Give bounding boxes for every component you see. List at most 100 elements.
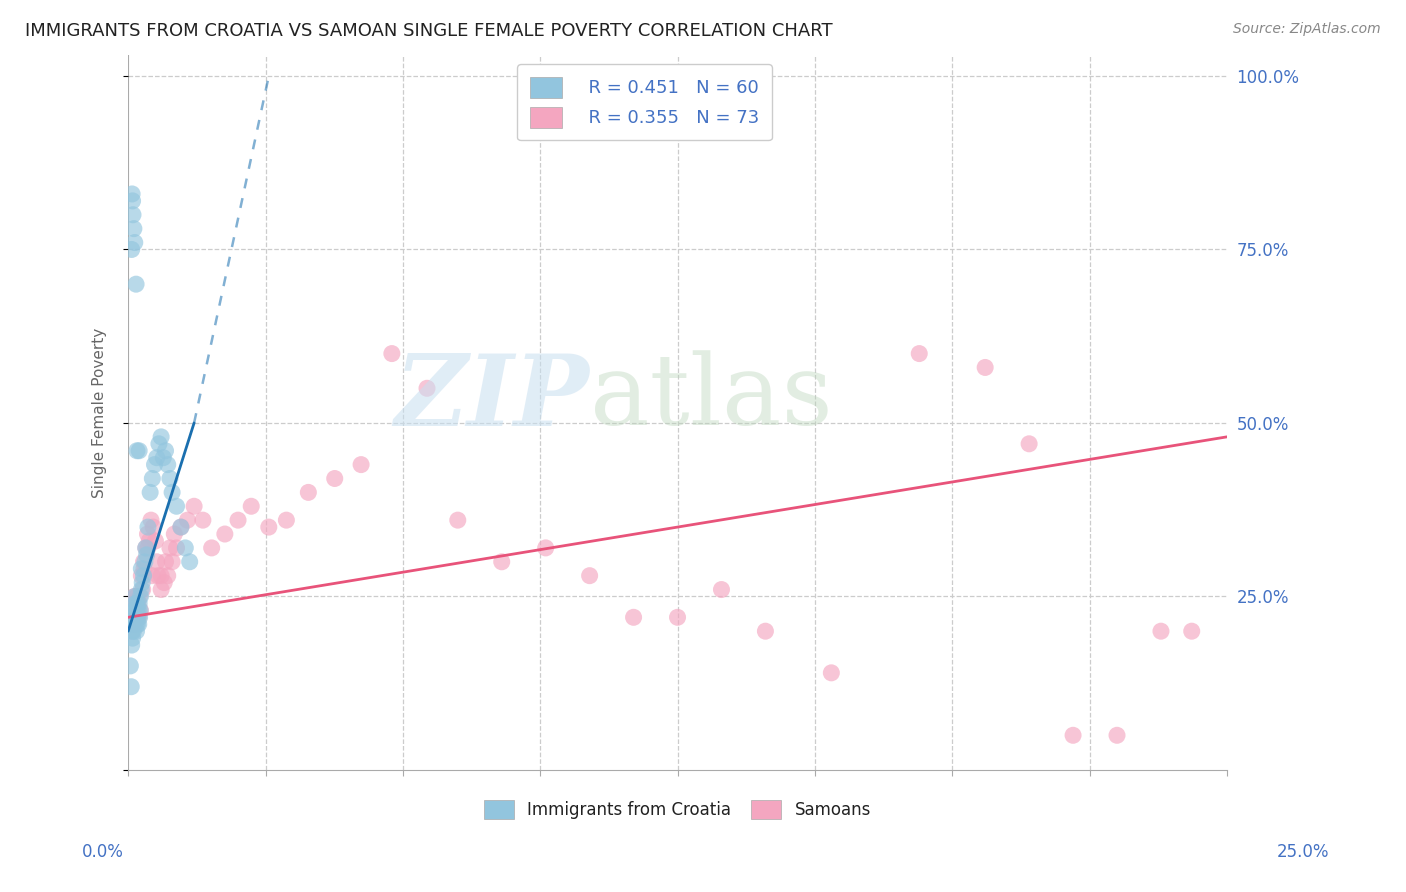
Point (170, 520, 193, 534)
Point (146, 568, 169, 582)
Point (257, 520, 280, 534)
Point (122, 624, 145, 639)
Point (135, 541, 157, 555)
Text: 0.0%: 0.0% (82, 843, 124, 861)
Point (125, 443, 148, 458)
Point (155, 443, 177, 458)
Point (124, 596, 146, 610)
Point (135, 548, 157, 562)
Point (127, 610, 149, 624)
Text: 25.0%: 25.0% (1277, 843, 1330, 861)
Point (125, 610, 148, 624)
Text: atlas: atlas (589, 351, 832, 446)
Point (350, 458, 373, 472)
Point (150, 568, 173, 582)
Point (125, 617, 148, 632)
Point (141, 471, 163, 485)
Point (121, 624, 143, 639)
Point (127, 617, 149, 632)
Point (121, 243, 143, 257)
Point (143, 458, 166, 472)
Point (145, 450, 167, 465)
Point (276, 513, 298, 527)
Point (1181, 624, 1204, 639)
Point (491, 555, 513, 569)
Point (120, 610, 142, 624)
Point (124, 610, 146, 624)
Point (150, 430, 173, 444)
Point (125, 610, 148, 624)
Point (1018, 437, 1040, 451)
Point (139, 485, 162, 500)
Point (908, 346, 931, 360)
Point (1105, 728, 1128, 742)
Point (127, 603, 149, 617)
Point (447, 513, 470, 527)
Point (122, 610, 145, 624)
Point (121, 638, 143, 652)
Point (124, 590, 146, 604)
Point (125, 624, 148, 639)
Point (156, 458, 179, 472)
Point (124, 590, 146, 604)
Point (155, 555, 177, 569)
Text: Source: ZipAtlas.com: Source: ZipAtlas.com (1233, 22, 1381, 37)
Point (128, 610, 150, 624)
Point (121, 631, 143, 645)
Point (124, 596, 146, 610)
Point (122, 617, 145, 632)
Point (122, 617, 145, 632)
Point (134, 555, 156, 569)
Point (124, 603, 146, 617)
Point (139, 513, 162, 527)
Point (416, 381, 439, 395)
Point (160, 485, 183, 500)
Point (191, 513, 214, 527)
Point (125, 603, 148, 617)
Point (153, 575, 176, 590)
Point (121, 603, 143, 617)
Point (129, 590, 152, 604)
Point (166, 500, 188, 514)
Point (122, 221, 145, 235)
Point (125, 596, 148, 610)
Point (183, 500, 205, 514)
Point (120, 617, 142, 632)
Point (201, 541, 224, 555)
Point (122, 603, 145, 617)
Point (128, 596, 150, 610)
Point (214, 527, 236, 541)
Point (710, 582, 733, 597)
Point (121, 596, 143, 610)
Text: IMMIGRANTS FROM CROATIA VS SAMOAN SINGLE FEMALE POVERTY CORRELATION CHART: IMMIGRANTS FROM CROATIA VS SAMOAN SINGLE… (25, 22, 832, 40)
Point (623, 610, 645, 624)
Point (141, 568, 163, 582)
Point (132, 562, 155, 576)
Point (131, 562, 153, 576)
Point (121, 194, 143, 208)
Point (129, 603, 152, 617)
Point (145, 533, 167, 548)
Point (120, 659, 142, 673)
Point (125, 603, 148, 617)
Point (534, 541, 557, 555)
Point (120, 680, 142, 694)
Point (156, 568, 179, 582)
Point (138, 533, 160, 548)
Point (131, 575, 153, 590)
Point (166, 541, 188, 555)
Point (124, 617, 146, 632)
Point (226, 513, 249, 527)
Point (136, 541, 159, 555)
Point (128, 590, 150, 604)
Point (122, 603, 145, 617)
Point (666, 610, 689, 624)
Point (132, 568, 155, 582)
Point (121, 610, 143, 624)
Point (124, 603, 146, 617)
Point (128, 443, 150, 458)
Y-axis label: Single Female Poverty: Single Female Poverty (93, 327, 107, 498)
Point (150, 582, 173, 597)
Point (1150, 624, 1173, 639)
Point (1062, 728, 1084, 742)
